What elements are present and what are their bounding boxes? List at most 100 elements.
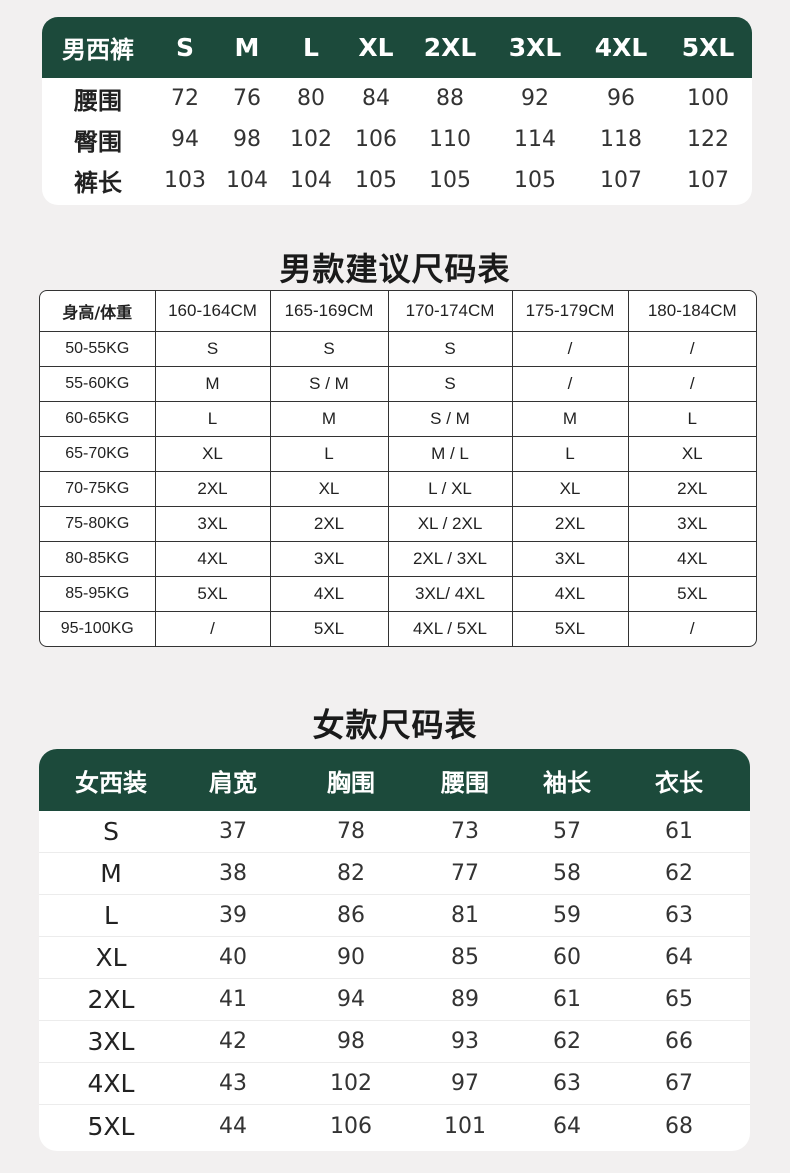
rec-cell: XL <box>155 436 271 473</box>
women-cell: 98 <box>337 1029 365 1054</box>
women-row-label: 4XL <box>87 1069 135 1098</box>
rec-header-cell: 170-174CM <box>388 291 513 333</box>
rec-cell: S <box>155 331 271 368</box>
women-cell: 67 <box>665 1071 693 1096</box>
women-cell: 37 <box>219 819 247 844</box>
women-cell: 101 <box>444 1113 486 1139</box>
rec-cell: 4XL <box>155 541 271 578</box>
pants-row-label: 裤长 <box>74 169 122 197</box>
rec-cell: / <box>628 366 756 403</box>
rec-cell: / <box>512 366 629 403</box>
pants-cell: 105 <box>355 168 397 193</box>
rec-cell: M <box>270 401 389 438</box>
rec-row-label: 85-95KG <box>40 576 156 613</box>
rec-row: 60-65KG L M S / M M L <box>40 401 756 438</box>
rec-cell: 2XL / 3XL <box>388 541 513 578</box>
women-cell: 73 <box>451 819 479 844</box>
rec-cell: L <box>512 436 629 473</box>
pants-header-size: 3XL <box>508 33 562 62</box>
women-cell: 60 <box>553 945 581 970</box>
rec-header-cell: 160-164CM <box>155 291 271 333</box>
women-cell: 68 <box>665 1113 693 1139</box>
pants-cell: 80 <box>297 86 325 111</box>
women-cell: 44 <box>219 1113 247 1139</box>
women-row-label: L <box>104 901 118 930</box>
pants-cell: 106 <box>355 127 397 152</box>
pants-header-size: S <box>175 33 194 62</box>
rec-row-label: 95-100KG <box>40 611 156 646</box>
women-row: M 38 82 77 58 62 <box>39 853 750 895</box>
rec-cell: 3XL <box>270 541 389 578</box>
rec-cell: 4XL <box>512 576 629 613</box>
rec-cell: 2XL <box>628 471 756 508</box>
women-row: S 37 78 73 57 61 <box>39 811 750 853</box>
women-cell: 63 <box>665 903 693 928</box>
rec-cell: 3XL <box>628 506 756 543</box>
rec-cell: 5XL <box>512 611 629 646</box>
women-cell: 58 <box>553 861 581 886</box>
women-cell: 42 <box>219 1029 247 1054</box>
pants-cell: 84 <box>362 86 390 111</box>
rec-row: 75-80KG 3XL 2XL XL / 2XL 2XL 3XL <box>40 506 756 543</box>
women-cell: 85 <box>451 945 479 970</box>
pants-header-size: XL <box>358 33 394 62</box>
pants-cell: 76 <box>233 86 261 111</box>
women-row-label: 3XL <box>87 1027 135 1056</box>
pants-row-hip: 臀围 94 98 102 106 110 114 118 122 <box>42 119 752 160</box>
women-cell: 78 <box>337 819 365 844</box>
women-row-label: S <box>103 817 119 846</box>
rec-cell: S <box>388 331 513 368</box>
women-size-table: 女西装 肩宽 胸围 腰围 袖长 衣长 S 37 78 73 57 61 M 38… <box>39 749 750 1151</box>
women-header-cell: 腰围 <box>441 768 489 797</box>
women-cell: 93 <box>451 1029 479 1054</box>
rec-cell: 5XL <box>155 576 271 613</box>
women-cell: 63 <box>553 1071 581 1096</box>
men-recommendation-title: 男款建议尺码表 <box>279 250 511 288</box>
women-cell: 43 <box>219 1071 247 1096</box>
rec-header-cell: 身高/体重 <box>40 291 156 333</box>
rec-row: 65-70KG XL L M / L L XL <box>40 436 756 473</box>
women-cell: 61 <box>553 987 581 1012</box>
women-cell: 40 <box>219 945 247 970</box>
pants-header-size: 5XL <box>681 33 735 62</box>
women-cell: 81 <box>451 903 479 928</box>
women-cell: 94 <box>337 987 365 1012</box>
rec-cell: S / M <box>388 401 513 438</box>
pants-cell: 103 <box>164 168 206 193</box>
pants-header-size: 4XL <box>594 33 648 62</box>
pants-cell: 98 <box>233 127 261 152</box>
pants-cell: 88 <box>436 86 464 111</box>
pants-row-label: 腰围 <box>74 87 122 115</box>
rec-row-label: 75-80KG <box>40 506 156 543</box>
rec-cell: 4XL <box>628 541 756 578</box>
pants-header-row: 男西裤 S M L XL 2XL 3XL 4XL 5XL <box>42 17 752 78</box>
rec-header-cell: 180-184CM <box>628 291 756 333</box>
women-cell: 59 <box>553 903 581 928</box>
rec-cell: 2XL <box>270 506 389 543</box>
pants-header-size: 2XL <box>423 33 477 62</box>
rec-cell: L / XL <box>388 471 513 508</box>
rec-cell: 4XL / 5XL <box>388 611 513 646</box>
women-cell: 64 <box>665 945 693 970</box>
rec-cell: 5XL <box>270 611 389 646</box>
rec-row: 55-60KG M S / M S / / <box>40 366 756 403</box>
women-cell: 62 <box>665 861 693 886</box>
rec-row: 85-95KG 5XL 4XL 3XL/ 4XL 4XL 5XL <box>40 576 756 613</box>
women-row-label: 5XL <box>87 1111 135 1141</box>
rec-cell: L <box>628 401 756 438</box>
women-cell: 89 <box>451 987 479 1012</box>
rec-cell: S <box>388 366 513 403</box>
rec-cell: XL <box>628 436 756 473</box>
pants-cell: 105 <box>429 168 471 193</box>
women-row: XL 40 90 85 60 64 <box>39 937 750 979</box>
rec-cell: L <box>155 401 271 438</box>
rec-cell: / <box>155 611 271 646</box>
men-pants-size-table: 男西裤 S M L XL 2XL 3XL 4XL 5XL 腰围 72 76 80… <box>42 17 752 205</box>
rec-row-label: 55-60KG <box>40 366 156 403</box>
women-cell: 65 <box>665 987 693 1012</box>
pants-cell: 102 <box>290 127 332 152</box>
pants-cell: 100 <box>687 86 729 111</box>
pants-row-length: 裤长 103 104 104 105 105 105 107 107 <box>42 160 752 201</box>
women-cell: 61 <box>665 819 693 844</box>
rec-cell: L <box>270 436 389 473</box>
